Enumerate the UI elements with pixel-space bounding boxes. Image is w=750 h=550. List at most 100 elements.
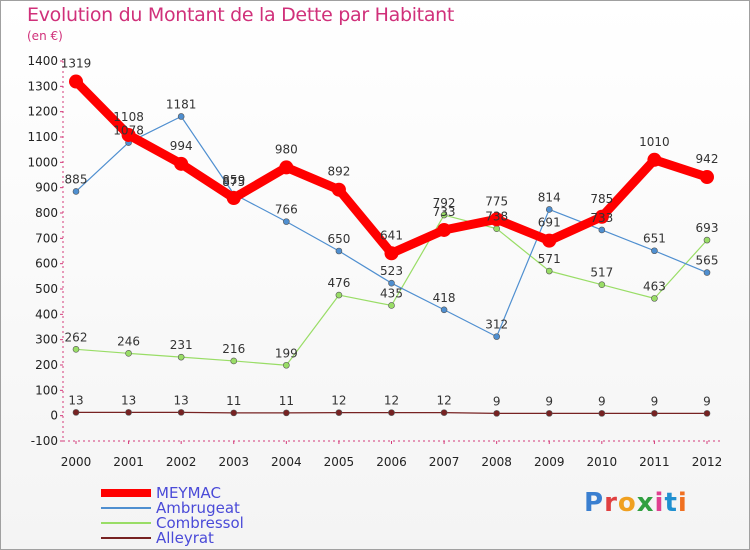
chart-unit: (en €) (27, 29, 63, 43)
data-label: 571 (538, 252, 561, 266)
data-point (651, 410, 658, 417)
data-point (440, 306, 448, 314)
legend-swatch (101, 507, 151, 509)
x-tick-label: 2002 (166, 455, 197, 469)
data-label: 216 (222, 342, 245, 356)
data-point (703, 410, 711, 417)
data-label: 312 (485, 318, 508, 332)
y-tick-label: 1100 (27, 130, 58, 144)
data-point (545, 206, 553, 213)
data-label: 641 (380, 228, 403, 242)
x-tick-label: 2009 (534, 455, 565, 469)
series-layer (69, 74, 714, 417)
x-tick-label: 2012 (692, 455, 723, 469)
data-point (493, 410, 500, 417)
data-label: 994 (170, 139, 193, 153)
data-point (703, 269, 711, 276)
data-point (177, 409, 185, 416)
data-labels: 1319 1108 994 859 980 892 641 733 775 691 785 1010 9… (61, 57, 719, 409)
data-label: 463 (643, 279, 666, 293)
data-label: 231 (170, 338, 193, 352)
data-label: 13 (121, 393, 136, 407)
x-tick-label: 2000 (61, 455, 92, 469)
data-point (388, 302, 395, 309)
data-label: 9 (545, 394, 553, 408)
y-tick-label: 500 (35, 282, 58, 296)
series-combressol (72, 211, 711, 369)
logo-letter: P (584, 488, 605, 518)
x-tick-label: 2003 (218, 455, 249, 469)
logo-letter: r (604, 488, 618, 518)
data-point (125, 350, 132, 357)
data-point (598, 226, 606, 234)
data-label: 875 (222, 175, 245, 189)
x-tick-label: 2006 (376, 455, 407, 469)
data-label: 885 (65, 172, 88, 186)
data-label: 262 (65, 330, 88, 344)
data-label: 418 (433, 291, 456, 305)
logo-letter: t (664, 488, 678, 518)
logo-letter: o (617, 488, 637, 518)
y-tick-label: 0 (50, 409, 58, 423)
series-alleyrat (72, 409, 711, 417)
data-point (230, 357, 238, 365)
logo-letter: x (636, 488, 655, 518)
data-label: 12 (331, 394, 346, 408)
y-tick-label: 1200 (27, 105, 58, 119)
data-point (440, 211, 448, 219)
x-tick-label: 2005 (324, 455, 355, 469)
data-point (651, 295, 658, 302)
data-label: 11 (279, 394, 294, 408)
data-label: 435 (380, 286, 403, 300)
data-label: 691 (538, 216, 561, 230)
data-point (69, 74, 83, 89)
legend-swatch (101, 489, 151, 497)
data-label: 792 (433, 196, 456, 210)
legend-label: Ambrugeat (156, 499, 240, 517)
data-label: 738 (485, 210, 508, 224)
data-point (335, 409, 343, 416)
chart-title: Evolution du Montant de la Dette par Hab… (27, 4, 455, 26)
data-point (384, 246, 399, 261)
data-label: 565 (696, 254, 719, 268)
data-label: 766 (275, 203, 298, 217)
x-tick-label: 2008 (481, 455, 512, 469)
data-point (226, 191, 241, 206)
data-label: 1319 (61, 57, 92, 71)
data-label: 199 (275, 346, 298, 360)
logo-letter: i (654, 488, 665, 518)
data-point (72, 188, 80, 195)
data-label: 733 (433, 205, 456, 219)
data-point (594, 209, 609, 224)
data-point (489, 212, 504, 227)
data-label: 693 (696, 221, 719, 235)
proxiti-logo: Proxiti (584, 488, 688, 518)
legend-swatch (101, 537, 151, 539)
data-label: 12 (436, 394, 451, 408)
data-label: 651 (643, 232, 666, 246)
data-point (121, 127, 136, 142)
data-point (388, 279, 395, 287)
data-point (72, 345, 80, 353)
data-label: 246 (117, 334, 140, 348)
data-point (651, 247, 658, 255)
y-tick-label: 600 (35, 257, 58, 271)
data-point (703, 236, 711, 244)
data-point (125, 409, 132, 416)
data-label: 476 (327, 276, 350, 290)
data-label: 9 (493, 394, 501, 408)
data-point (542, 233, 557, 248)
data-label: 733 (590, 211, 613, 225)
data-label: 13 (174, 393, 189, 407)
legend-label: MEYMAC (156, 484, 221, 502)
legend-label: Alleyrat (156, 529, 214, 547)
y-tick-label: 800 (35, 206, 58, 220)
data-label: 942 (696, 152, 719, 166)
data-label: 1078 (113, 124, 144, 138)
data-point (598, 281, 606, 288)
data-point (279, 160, 294, 175)
y-tick-label: 1300 (27, 79, 58, 93)
data-label: 785 (590, 192, 613, 206)
data-point (545, 267, 553, 275)
